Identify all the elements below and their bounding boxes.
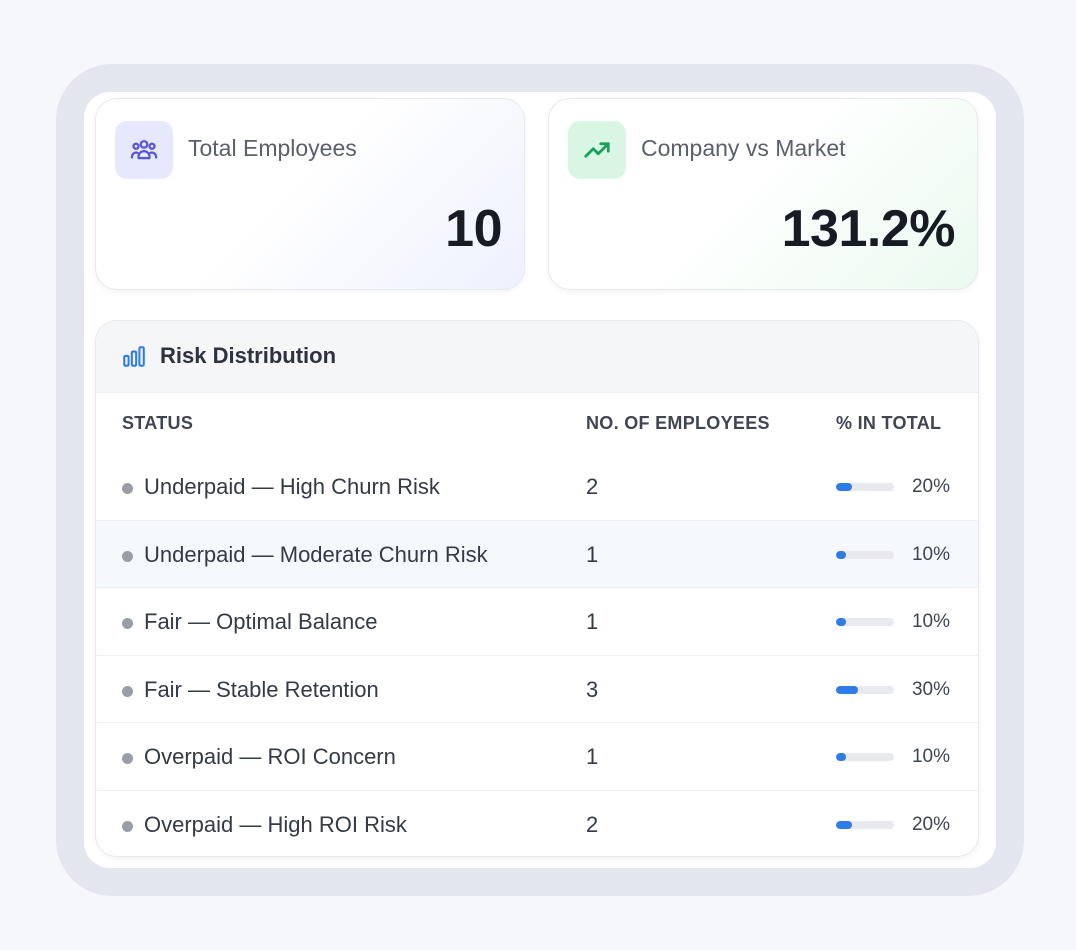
status-dot (122, 483, 133, 494)
status-dot (122, 686, 133, 697)
column-header-count: NO. OF EMPLOYEES (586, 413, 770, 433)
row-count: 1 (586, 542, 599, 567)
percent-bar (836, 753, 894, 761)
percent-bar-fill (836, 686, 859, 694)
table-row: Underpaid — High Churn Risk 2 20% (96, 453, 978, 521)
percent-bar (836, 618, 894, 626)
column-header-percent: % IN TOTAL (836, 413, 942, 433)
row-status: Fair — Optimal Balance (144, 609, 378, 634)
table-row: Fair — Optimal Balance 1 10% (96, 587, 978, 655)
percent-bar-fill (836, 483, 853, 491)
table-row: Fair — Stable Retention 3 30% (96, 655, 978, 723)
risk-distribution-title: Risk Distribution (160, 343, 337, 368)
users-icon (115, 121, 173, 179)
table-row: Overpaid — ROI Concern 1 10% (96, 722, 978, 790)
row-percent: 10% (911, 544, 950, 565)
percent-bar-fill (836, 551, 847, 559)
row-status: Underpaid — High Churn Risk (144, 474, 440, 499)
row-percent: 10% (911, 611, 950, 632)
risk-distribution-header: Risk Distribution (96, 321, 978, 393)
row-count: 1 (586, 744, 599, 769)
percent-bar (836, 483, 894, 491)
total-employees-value: 10 (445, 200, 502, 258)
table-row: Overpaid — High ROI Risk 2 20% (96, 790, 978, 856)
row-percent: 30% (911, 679, 950, 700)
percent-bar (836, 821, 894, 829)
company-vs-market-value: 131.2% (781, 200, 956, 258)
row-count: 3 (586, 677, 599, 702)
row-status: Overpaid — High ROI Risk (144, 812, 407, 837)
percent-bar-fill (836, 618, 847, 626)
company-vs-market-label: Company vs Market (641, 135, 846, 161)
row-count: 2 (586, 812, 599, 837)
percent-bar-fill (836, 753, 847, 761)
row-status: Overpaid — ROI Concern (144, 744, 396, 769)
table-row: Underpaid — Moderate Churn Risk 1 10% (96, 520, 978, 588)
trending-up-icon (568, 121, 626, 179)
row-count: 2 (586, 474, 599, 499)
total-employees-card: Total Employees 10 (95, 98, 525, 290)
percent-bar (836, 686, 894, 694)
percent-bar-fill (836, 821, 853, 829)
bar-chart-icon (123, 346, 145, 367)
company-vs-market-card: Company vs Market 131.2% (548, 98, 978, 290)
risk-distribution-card: Risk Distribution STATUS NO. OF EMPLOYEE… (95, 320, 979, 857)
status-dot (122, 551, 133, 562)
status-dot (122, 753, 133, 764)
row-count: 1 (586, 609, 599, 634)
row-status: Underpaid — Moderate Churn Risk (144, 542, 488, 567)
total-employees-label: Total Employees (188, 135, 357, 161)
row-percent: 10% (911, 746, 950, 767)
row-percent: 20% (911, 814, 950, 835)
row-percent: 20% (911, 476, 950, 497)
column-header-status: STATUS (122, 413, 194, 433)
status-dot (122, 618, 133, 629)
percent-bar (836, 551, 894, 559)
row-status: Fair — Stable Retention (144, 677, 379, 702)
status-dot (122, 821, 133, 832)
